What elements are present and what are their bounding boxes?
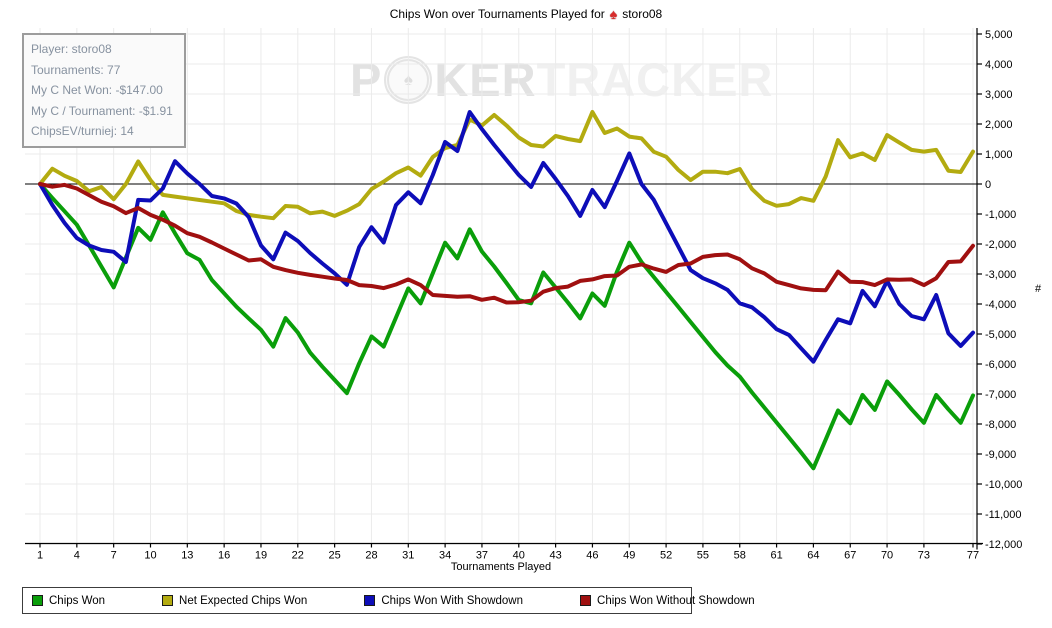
y-tick-label: 2,000: [985, 119, 1013, 131]
legend-swatch: [364, 595, 376, 606]
x-tick-label: 77: [967, 550, 979, 562]
legend-label: Chips Won: [49, 594, 106, 607]
y-tick-label: 3,000: [985, 89, 1013, 101]
watermark-text-tracker: TRACKER: [536, 53, 774, 106]
chart-title-player: storo08: [622, 7, 663, 21]
stat-tournaments: Tournaments: 77: [31, 62, 121, 77]
y-tick-label: -3,000: [985, 269, 1016, 281]
x-tick-label: 58: [734, 550, 746, 562]
legend-item-net-expected-chips-won: Net Expected Chips Won: [162, 595, 307, 607]
stat-per-tournament: My C / Tournament: -$1.91: [31, 103, 173, 118]
legend-item-chips-won: Chips Won: [32, 595, 105, 607]
x-tick-label: 49: [623, 550, 635, 562]
x-tick-label: 40: [513, 550, 525, 562]
series-line-chips-won: [38, 182, 975, 471]
y-tick-label: -6,000: [985, 359, 1016, 371]
y-tick-label: 4,000: [985, 59, 1013, 71]
y-tick-label: -10,000: [985, 479, 1022, 491]
y-tick-label: -5,000: [985, 329, 1016, 341]
y-tick-label: -11,000: [985, 509, 1022, 521]
x-tick-label: 31: [402, 550, 414, 562]
x-tick-label: 1: [37, 550, 43, 562]
series-line-net-expected-chips-won: [38, 110, 975, 221]
chart-title-text: Chips Won over Tournaments Played for: [389, 7, 605, 21]
x-tick-label: 19: [255, 550, 267, 562]
x-tick-label: 55: [697, 550, 709, 562]
legend-label: Net Expected Chips Won: [179, 594, 308, 607]
series-line-chips-won-with-showdown: [38, 110, 975, 364]
red-spade-icon: ♠: [609, 6, 618, 22]
x-tick-label: 13: [181, 550, 193, 562]
legend-swatch: [580, 595, 592, 606]
y-tick-label: -9,000: [985, 449, 1016, 461]
x-tick-label: 37: [476, 550, 488, 562]
stat-player: Player: storo08: [31, 42, 112, 56]
y-tick-label: -2,000: [985, 239, 1016, 251]
series-line-chips-won-without-showdown: [38, 182, 975, 305]
x-tick-label: 64: [807, 550, 819, 562]
legend-label: Chips Won Without Showdown: [597, 594, 755, 607]
stat-net-won: My C Net Won: -$147.00: [31, 83, 163, 97]
stat-chips-ev: ChipsEV/turniej: 14: [31, 124, 134, 138]
x-tick-label: 7: [111, 550, 117, 562]
x-tick-label: 16: [218, 550, 230, 562]
x-tick-label: 70: [881, 550, 893, 562]
legend-label: Chips Won With Showdown: [381, 594, 524, 607]
y-tick-label: -8,000: [985, 419, 1016, 431]
chart-legend: Chips Won Net Expected Chips Won Chips Won…: [22, 587, 755, 614]
x-tick-label: 4: [74, 550, 80, 562]
y-axis-title: #: [1035, 283, 1042, 295]
y-tick-label: 5,000: [985, 29, 1013, 41]
x-tick-label: 67: [844, 550, 856, 562]
watermark-text-p: P: [350, 53, 383, 106]
legend-item-chips-won-with-showdown: Chips Won With Showdown: [364, 595, 523, 607]
x-tick-label: 22: [292, 550, 304, 562]
chart-title: Chips Won over Tournaments Played for ♠ …: [0, 7, 1052, 21]
player-stats-infobox: Player: storo08 Tournaments: 77 My C Net…: [22, 33, 186, 148]
legend-swatch: [32, 595, 43, 606]
x-tick-label: 61: [770, 550, 782, 562]
y-tick-label: -4,000: [985, 299, 1016, 311]
legend-item-chips-won-without-showdown: Chips Won Without Showdown: [580, 595, 755, 607]
x-tick-label: 28: [365, 550, 377, 562]
y-tick-label: -1,000: [985, 209, 1016, 221]
y-tick-label: 1,000: [985, 149, 1013, 161]
x-tick-label: 52: [660, 550, 672, 562]
x-tick-label: 34: [439, 550, 451, 562]
y-tick-label: -12,000: [985, 539, 1022, 551]
y-tick-label: -7,000: [985, 389, 1016, 401]
x-tick-label: 10: [144, 550, 156, 562]
x-tick-label: 73: [918, 550, 930, 562]
x-tick-label: 43: [549, 550, 561, 562]
y-tick-label: 0: [985, 179, 991, 191]
x-tick-label: 46: [586, 550, 598, 562]
legend-swatch: [162, 595, 174, 606]
x-tick-label: 25: [329, 550, 341, 562]
x-axis-title: Tournaments Played: [450, 561, 552, 573]
